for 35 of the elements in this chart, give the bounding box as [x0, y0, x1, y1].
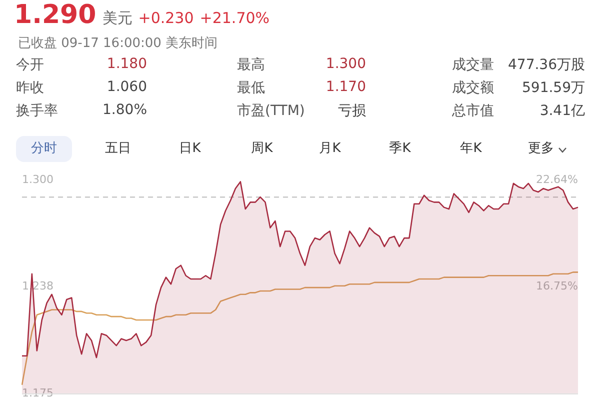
text: 今开: [16, 56, 44, 74]
text: 分时: [16, 136, 72, 162]
text: 1.80%: [102, 102, 147, 118]
text: 3.41亿: [540, 102, 585, 120]
text: +0.230: [138, 9, 194, 27]
text: 五日: [104, 140, 132, 158]
text: 美元: [102, 9, 132, 28]
text: 年K: [459, 140, 483, 158]
y-tick-label: 1.175: [22, 386, 54, 400]
text: 最高: [237, 56, 265, 74]
y-tick-label: 1.300: [22, 172, 54, 186]
text: 亏损: [338, 102, 366, 120]
text: 昨收: [16, 79, 44, 97]
y2-tick-label: 22.64%: [536, 172, 578, 186]
text: 已收盘 09-17 16:00:00 美东时间: [18, 35, 218, 52]
text: +21.70%: [200, 9, 270, 27]
text: 月K: [318, 140, 342, 158]
text: 1.290: [14, 0, 96, 30]
text: 1.060: [106, 79, 147, 95]
text: 季K: [388, 140, 412, 158]
text: 市盈(TTM): [237, 102, 305, 120]
y2-tick-label: 16.75%: [536, 279, 578, 292]
text: 总市值: [452, 102, 494, 120]
text: 1.180: [106, 56, 147, 72]
text: 日K: [178, 140, 202, 158]
text: 最低: [237, 79, 265, 97]
text: 更多: [527, 140, 555, 158]
text: 1.300: [326, 56, 366, 72]
text: 成交额: [452, 79, 494, 97]
text: 1.170: [326, 79, 366, 95]
text: 换手率: [16, 102, 58, 120]
text: 477.36万股: [508, 56, 585, 74]
text: 591.59万: [522, 79, 585, 97]
text: 周K: [250, 140, 274, 158]
text: 成交量: [452, 56, 494, 74]
